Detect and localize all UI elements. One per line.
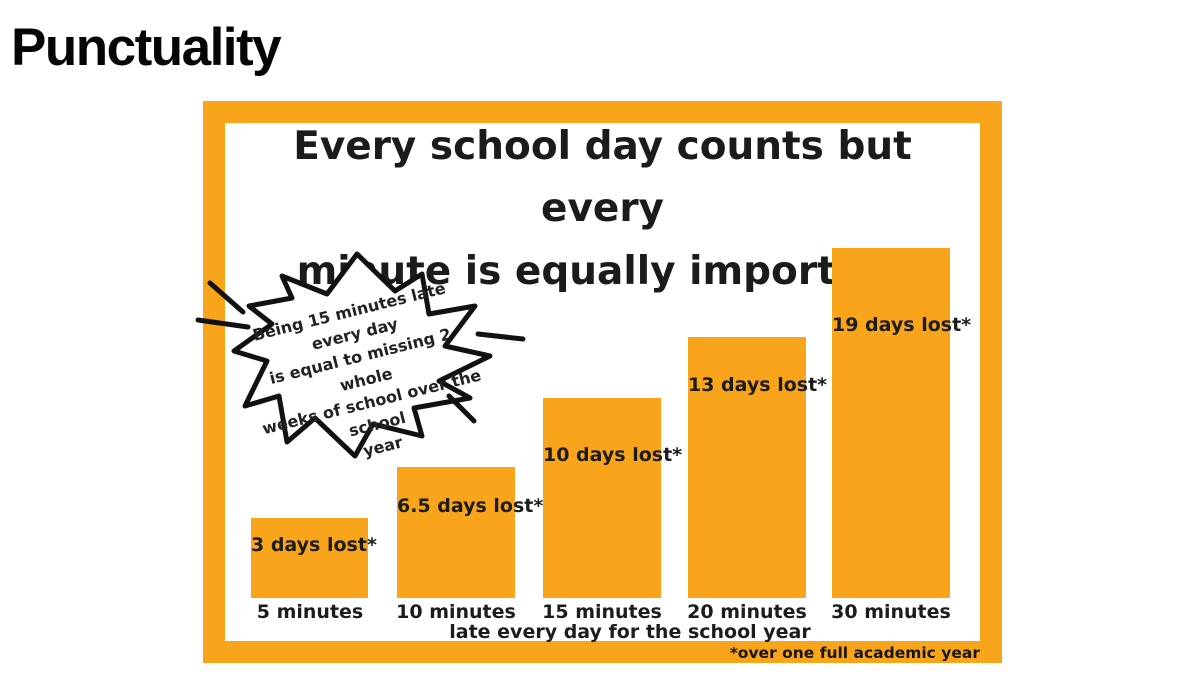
bar-5-minutes: 3 days lost* [251,518,377,598]
poster-title-line1: Every school day counts but every [293,124,912,232]
bar-value-label: 3 days lost* [251,534,377,556]
bar-value-label: 13 days lost* [688,374,828,396]
x-tick-label: 10 minutes [396,601,516,623]
x-tick-label: 30 minutes [831,601,951,623]
starburst-callout-shape [195,251,526,459]
footnote: *over one full academic year [729,644,980,662]
x-axis-caption: late every day for the school year [449,621,811,643]
starburst-outline [231,251,493,459]
bar-20-minutes: 13 days lost* [688,337,828,598]
bar-30-minutes: 19 days lost* [832,248,972,598]
page-title: Punctuality [11,18,282,77]
x-tick-label: 20 minutes [687,601,807,623]
bar-value-label: 19 days lost* [832,314,972,336]
bar-15-minutes: 10 days lost* [543,398,683,598]
bar-value-label: 6.5 days lost* [397,495,544,517]
bar-value-label: 10 days lost* [543,444,683,466]
bar-10-minutes: 6.5 days lost* [397,467,544,598]
x-tick-label: 15 minutes [542,601,662,623]
emphasis-lines [195,280,526,424]
x-tick-label: 5 minutes [256,601,364,623]
